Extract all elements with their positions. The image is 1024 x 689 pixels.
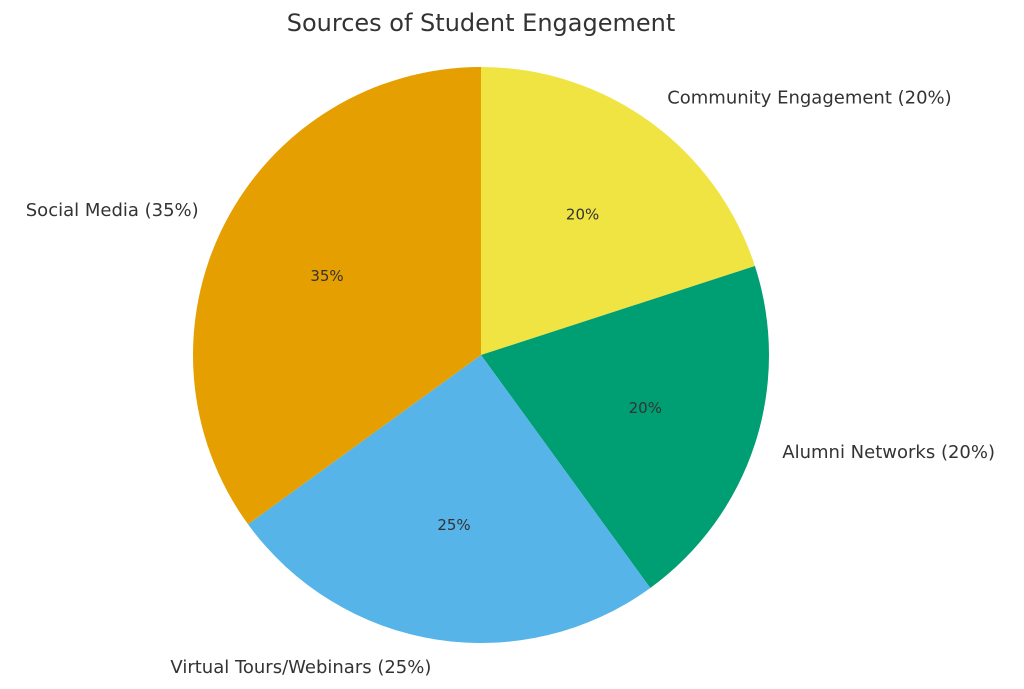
slice-category-label: Alumni Networks (20%) bbox=[782, 442, 995, 463]
pie-slice-1 bbox=[481, 266, 769, 588]
pie-slice-3 bbox=[192, 67, 481, 525]
slice-category-label: Virtual Tours/Webinars (25%) bbox=[170, 657, 431, 678]
slice-category-label: Social Media (35%) bbox=[26, 200, 199, 221]
pie-slice-2 bbox=[248, 355, 651, 644]
pie-slices bbox=[192, 67, 769, 644]
slice-percent-label: 20% bbox=[629, 399, 662, 417]
slice-category-label: Community Engagement (20%) bbox=[667, 88, 951, 109]
slice-percent-label: 25% bbox=[437, 516, 470, 534]
pie-labels: 20% Community Engagement (20%) 20% Alumni N… bbox=[26, 88, 995, 678]
pie-slice-0 bbox=[481, 67, 755, 355]
chart-title: Sources of Student Engagement bbox=[287, 9, 676, 37]
slice-percent-label: 20% bbox=[566, 206, 599, 224]
slice-percent-label: 35% bbox=[310, 267, 343, 285]
